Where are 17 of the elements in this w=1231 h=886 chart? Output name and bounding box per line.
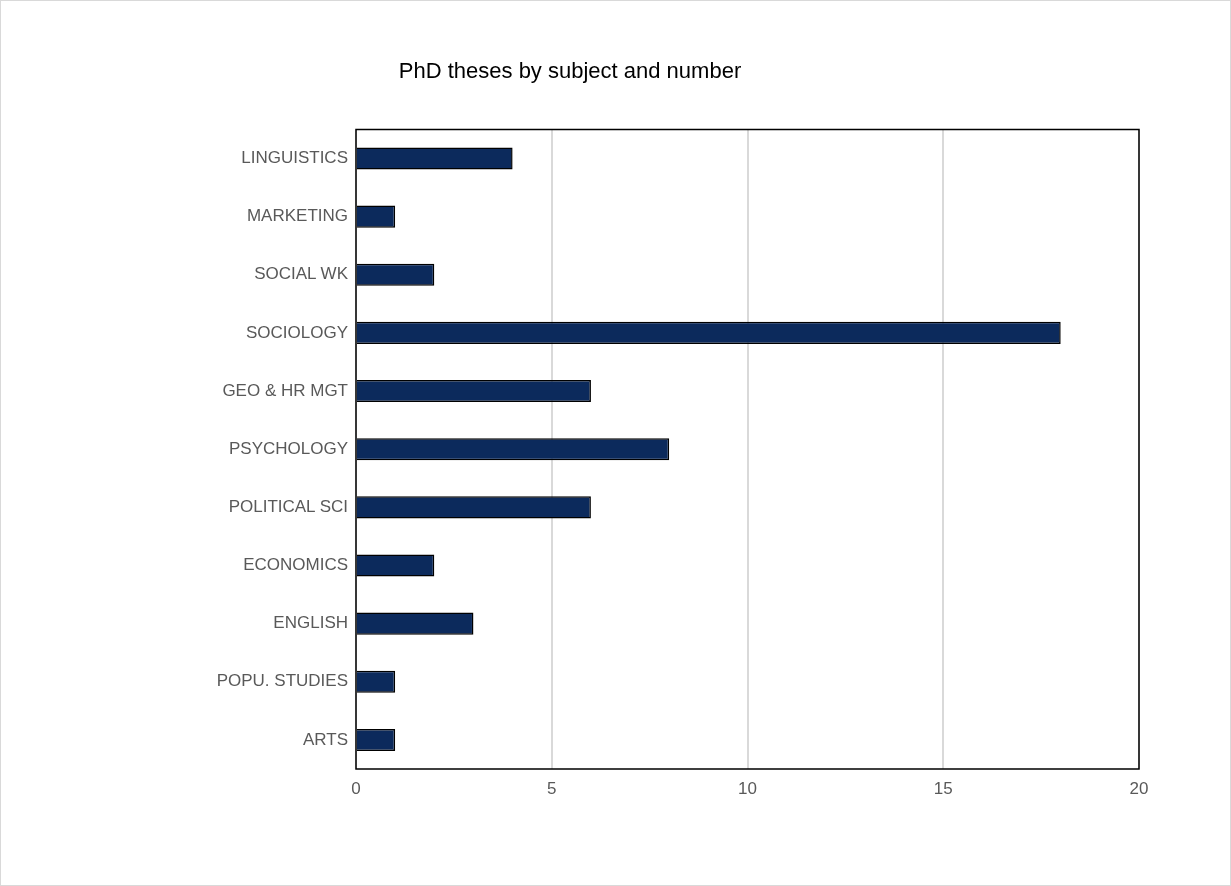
y-tick-label: ENGLISH xyxy=(273,613,348,633)
x-tick-label: 5 xyxy=(547,778,557,798)
y-tick-label: GEO & HR MGT xyxy=(222,380,348,400)
y-tick-label: POPU. STUDIES xyxy=(216,671,348,691)
y-tick-label: PSYCHOLOGY xyxy=(228,438,348,458)
x-tick-label: 15 xyxy=(933,778,953,798)
y-tick-label: SOCIOLOGY xyxy=(245,322,348,342)
chart-title: PhD theses by subject and number xyxy=(398,58,742,84)
x-tick-label: 0 xyxy=(351,778,361,798)
y-tick-label: POLITICAL SCI xyxy=(228,497,348,517)
y-tick-label: LINGUISTICS xyxy=(241,148,348,168)
y-tick-label: MARKETING xyxy=(246,206,348,226)
x-tick-label: 10 xyxy=(738,778,757,798)
y-tick-label: ECONOMICS xyxy=(243,555,348,575)
x-tick-label: 20 xyxy=(1129,778,1149,798)
y-tick-label: ARTS xyxy=(302,729,348,749)
y-tick-label: SOCIAL WK xyxy=(254,264,349,284)
